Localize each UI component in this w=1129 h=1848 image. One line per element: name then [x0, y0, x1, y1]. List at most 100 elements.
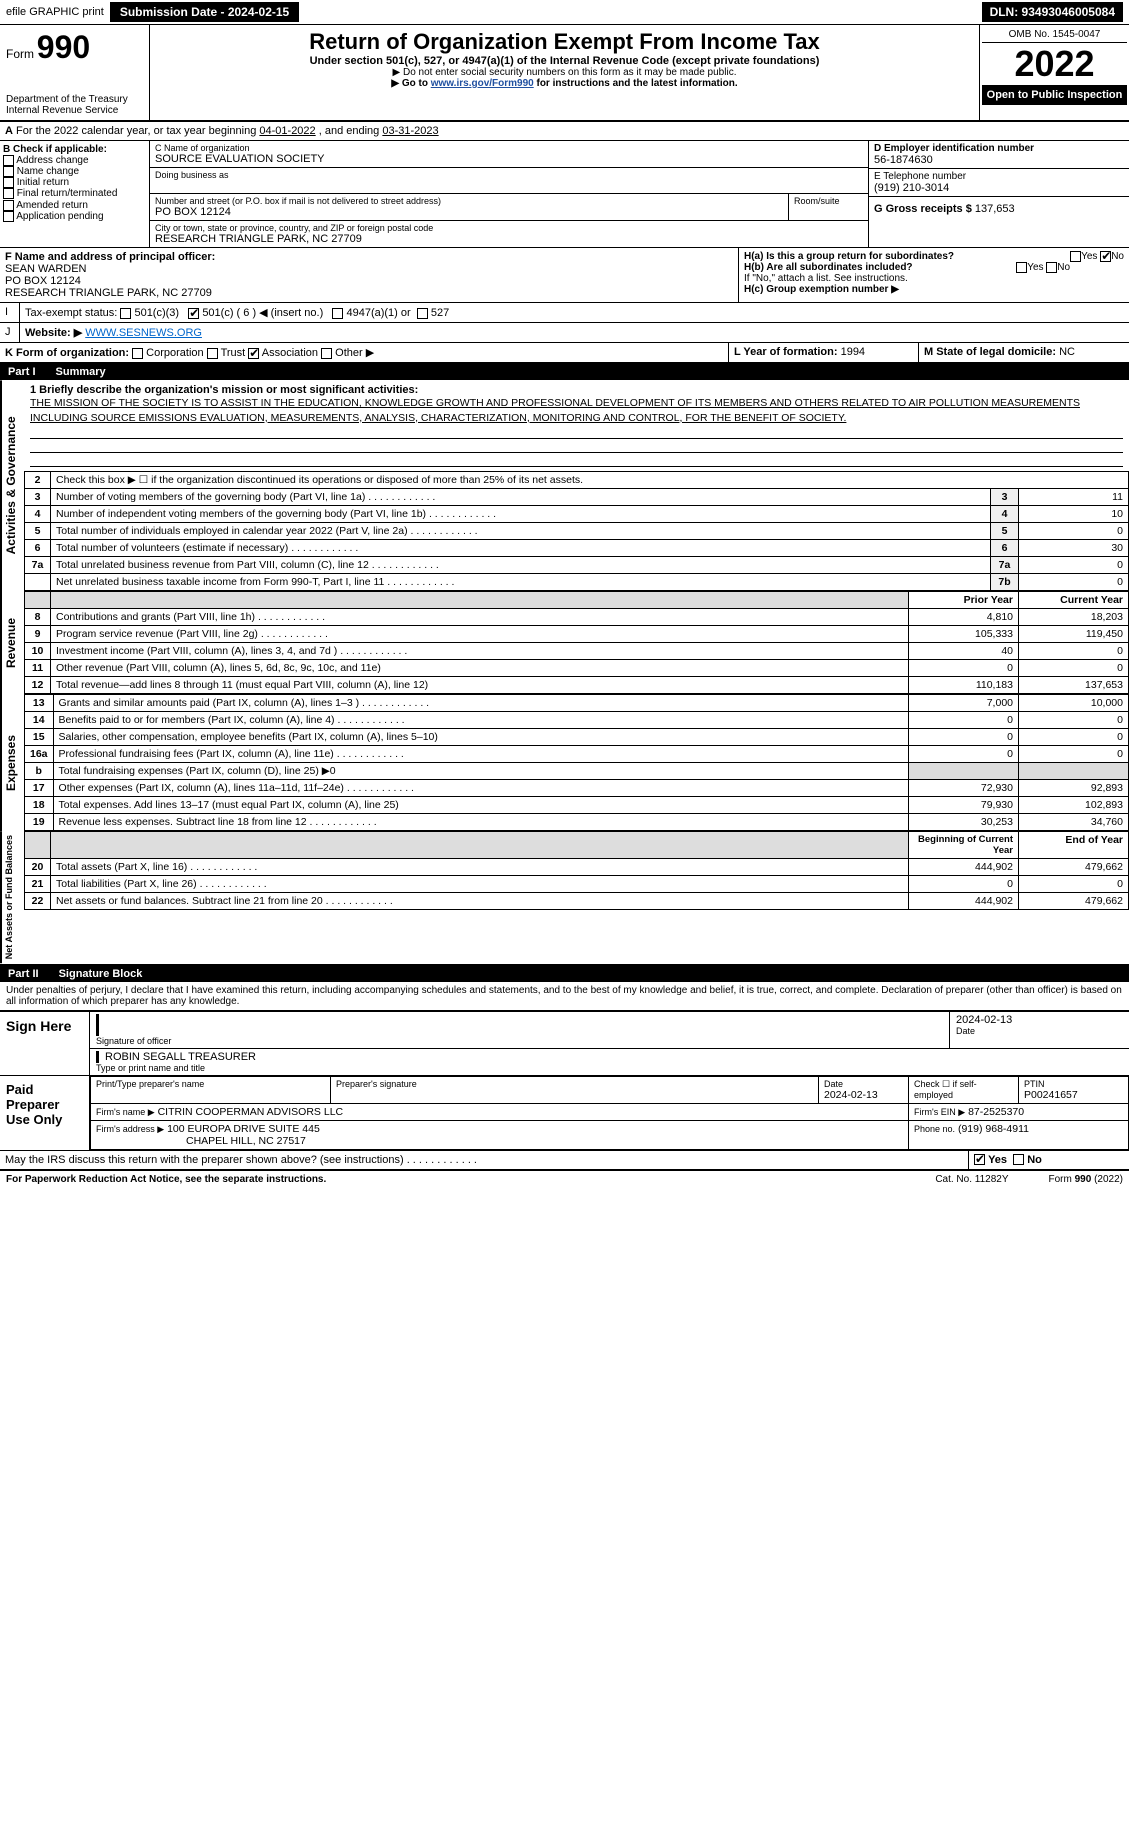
irs-label: Internal Revenue Service	[6, 105, 143, 116]
footer-form: 990	[1075, 1174, 1092, 1185]
period-label: For the 2022 calendar year, or tax year …	[16, 125, 259, 137]
officer-street: PO BOX 12124	[5, 275, 81, 287]
chk-501c[interactable]	[188, 308, 199, 319]
expenses-section: Expenses 13Grants and similar amounts pa…	[0, 694, 1129, 831]
form-title: Return of Organization Exempt From Incom…	[156, 29, 973, 55]
chk-name-change[interactable]: Name change	[3, 166, 146, 177]
hdr-current: Current Year	[1019, 592, 1129, 609]
chk-501c3[interactable]	[120, 308, 131, 319]
l13-text: Grants and similar amounts paid (Part IX…	[53, 695, 908, 712]
hc-label: H(c) Group exemption number ▶	[744, 284, 1124, 295]
chk-address-change[interactable]: Address change	[3, 155, 146, 166]
firm-addr2: CHAPEL HILL, NC 27517	[186, 1135, 306, 1147]
l18-text: Total expenses. Add lines 13–17 (must eq…	[53, 797, 908, 814]
discuss-no[interactable]	[1013, 1154, 1024, 1165]
discuss-text: May the IRS discuss this return with the…	[5, 1154, 477, 1166]
chk-527[interactable]	[417, 308, 428, 319]
hb-no[interactable]	[1046, 262, 1057, 273]
line6-text: Total number of volunteers (estimate if …	[51, 540, 991, 557]
submission-date-button[interactable]: Submission Date - 2024-02-15	[110, 2, 299, 22]
firm-phone: (919) 968-4911	[958, 1123, 1029, 1135]
dba-label: Doing business as	[155, 170, 863, 180]
line4-val: 10	[1019, 506, 1129, 523]
form-header: Form 990 Department of the Treasury Inte…	[0, 25, 1129, 122]
l15-cur: 0	[1019, 729, 1129, 746]
year-formation: 1994	[841, 346, 865, 358]
prep-name-label: Print/Type preparer's name	[96, 1079, 325, 1089]
chk-amended[interactable]: Amended return	[3, 200, 146, 211]
prep-sig-label: Preparer's signature	[336, 1079, 813, 1089]
top-bar: efile GRAPHIC print Submission Date - 20…	[0, 0, 1129, 25]
l11-prior: 0	[909, 660, 1019, 677]
line5-text: Total number of individuals employed in …	[51, 523, 991, 540]
ptin-label: PTIN	[1024, 1079, 1123, 1089]
line4-text: Number of independent voting members of …	[51, 506, 991, 523]
irs-link[interactable]: www.irs.gov/Form990	[431, 78, 534, 89]
chk-app-pending[interactable]: Application pending	[3, 211, 146, 222]
org-name: SOURCE EVALUATION SOCIETY	[155, 153, 863, 165]
box-d-label: D Employer identification number	[874, 143, 1124, 154]
line-a: A For the 2022 calendar year, or tax yea…	[0, 122, 1129, 141]
net-table: Beginning of Current YearEnd of Year 20T…	[24, 831, 1129, 910]
chk-final-return[interactable]: Final return/terminated	[3, 188, 146, 199]
l11-text: Other revenue (Part VIII, column (A), li…	[51, 660, 909, 677]
street: PO BOX 12124	[155, 206, 783, 218]
part2-label: Part II	[8, 968, 39, 980]
box-j: J Website: ▶ WWW.SESNEWS.ORG	[0, 323, 1129, 343]
discuss-row: May the IRS discuss this return with the…	[0, 1151, 1129, 1171]
box-deg: D Employer identification number 56-1874…	[869, 141, 1129, 247]
line3-val: 11	[1019, 489, 1129, 506]
chk-initial-return[interactable]: Initial return	[3, 177, 146, 188]
chk-trust[interactable]	[207, 348, 218, 359]
header-middle: Return of Organization Exempt From Incom…	[150, 25, 979, 120]
l8-text: Contributions and grants (Part VIII, lin…	[51, 609, 909, 626]
chk-corp[interactable]	[132, 348, 143, 359]
officer-name: SEAN WARDEN	[5, 263, 87, 275]
l16b-text: Total fundraising expenses (Part IX, col…	[53, 763, 908, 780]
l17-prior: 72,930	[909, 780, 1019, 797]
l20-prior: 444,902	[909, 859, 1019, 876]
hb-yes[interactable]	[1016, 262, 1027, 273]
line7a-text: Total unrelated business revenue from Pa…	[51, 557, 991, 574]
note2-post: for instructions and the latest informat…	[534, 78, 738, 89]
period-mid: , and ending	[319, 125, 383, 137]
l9-prior: 105,333	[909, 626, 1019, 643]
side-expenses: Expenses	[0, 694, 24, 831]
l8-cur: 18,203	[1019, 609, 1129, 626]
dln-label: DLN: 93493046005084	[982, 2, 1123, 22]
hb-label: H(b) Are all subordinates included?	[744, 262, 913, 273]
cat-no: Cat. No. 11282Y	[935, 1174, 1008, 1185]
line5-val: 0	[1019, 523, 1129, 540]
box-c: C Name of organization SOURCE EVALUATION…	[150, 141, 869, 247]
box-k-label: K Form of organization:	[5, 347, 129, 359]
discuss-yes[interactable]	[974, 1154, 985, 1165]
part1-bar: Part I Summary	[0, 364, 1129, 380]
room-suite-label: Room/suite	[788, 194, 868, 220]
l14-text: Benefits paid to or for members (Part IX…	[53, 712, 908, 729]
l14-cur: 0	[1019, 712, 1129, 729]
firm-name-label: Firm's name ▶	[96, 1107, 155, 1117]
goto-note: ▶ Go to www.irs.gov/Form990 for instruct…	[156, 78, 973, 89]
chk-other[interactable]	[321, 348, 332, 359]
hdr-boy: Beginning of Current Year	[909, 832, 1019, 859]
chk-4947[interactable]	[332, 308, 343, 319]
tax-exempt-label: Tax-exempt status:	[25, 307, 117, 319]
box-h: H(a) Is this a group return for subordin…	[739, 248, 1129, 302]
sign-here-label: Sign Here	[0, 1012, 90, 1075]
l20-text: Total assets (Part X, line 16)	[51, 859, 909, 876]
ha-yes[interactable]	[1070, 251, 1081, 262]
ssn-note: ▶ Do not enter social security numbers o…	[156, 67, 973, 78]
hb-note: If "No," attach a list. See instructions…	[744, 273, 1124, 284]
period-end: 03-31-2023	[382, 125, 438, 137]
l16a-text: Professional fundraising fees (Part IX, …	[53, 746, 908, 763]
note2-pre: ▶ Go to	[391, 78, 430, 89]
form-word: Form	[6, 47, 34, 61]
website-link[interactable]: WWW.SESNEWS.ORG	[85, 327, 202, 339]
ha-no[interactable]	[1100, 251, 1111, 262]
self-employed: Check ☐ if self-employed	[909, 1076, 1019, 1103]
l9-cur: 119,450	[1019, 626, 1129, 643]
line2: Check this box ▶ ☐ if the organization d…	[51, 472, 1129, 489]
footer: For Paperwork Reduction Act Notice, see …	[0, 1171, 1129, 1188]
l11-cur: 0	[1019, 660, 1129, 677]
chk-assoc[interactable]	[248, 348, 259, 359]
